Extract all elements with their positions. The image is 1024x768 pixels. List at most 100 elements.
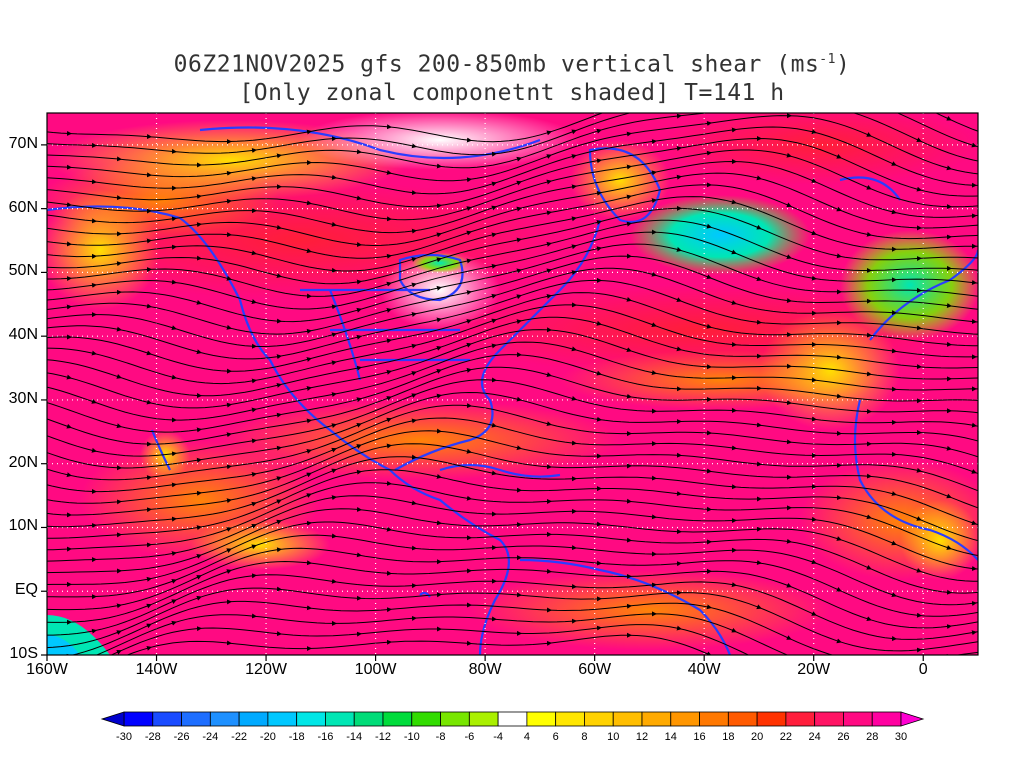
streamline [47,341,978,421]
streamline-arrow [306,357,312,362]
streamline-arrow [626,296,632,302]
colorbar-cell [238,711,269,727]
colorbar-label: 18 [722,731,735,743]
streamline-arrow [516,156,522,162]
streamline-arrow [436,393,442,399]
streamline-arrow [971,520,977,526]
streamline-arrow [226,548,232,553]
streamline-arrow [466,367,472,373]
streamline-arrow [866,514,872,520]
streamline-arrow [546,130,552,136]
streamline [47,430,978,504]
streamline-arrow [571,216,577,222]
streamline-arrow [756,175,762,181]
streamline-arrow [226,324,232,330]
streamline-arrow [836,638,842,644]
colorbar-cell [814,711,844,727]
lat-label: 40N [8,326,38,344]
colorbar-cell [325,711,355,727]
colorbar-cell [267,711,298,727]
streamline-arrow [331,392,337,398]
streamline-arrow [916,137,922,142]
streamline-arrow [491,293,497,299]
streamline-arrow [891,592,897,597]
streamline-arrow [171,325,177,331]
streamline-arrow [516,268,522,274]
colorbar-label: 8 [581,731,588,743]
streamline-arrow [436,257,442,263]
streamline-arrow [546,268,552,274]
streamline-arrow [786,152,792,158]
streamline-arrow [116,630,122,635]
streamline-arrow [466,206,472,212]
streamline-arrow [226,432,232,438]
streamline-arrow [731,582,737,588]
colorbar-label: -18 [288,731,305,743]
streamline-arrow [386,308,392,313]
colorbar-label: -26 [173,731,190,743]
streamline-arrow [116,326,122,332]
streamline [47,219,978,297]
streamline-arrow [866,231,872,237]
streamline-arrow [171,579,177,584]
streamline-arrow [91,628,97,634]
lat-label: 50N [8,262,38,280]
streamline-arrow [356,469,362,475]
streamline-arrow [251,523,257,529]
streamline-arrow [546,179,552,185]
streamline-arrow [916,467,922,473]
title-line-1-close: ) [835,51,851,78]
streamline-arrow [276,445,282,451]
streamline-arrow [516,180,522,186]
streamline-arrow [411,500,417,506]
lon-label: 120W [245,661,287,678]
streamline-arrow [491,343,497,349]
streamline-arrow [411,371,417,376]
colorbar-cell [584,711,614,727]
streamline-arrow [786,254,792,260]
colorbar-cell [555,711,585,727]
lat-label: 10N [8,517,38,535]
streamline-arrow [466,230,472,236]
streamline-arrow [626,131,632,137]
streamline [47,508,978,582]
streamline-arrow [116,603,122,609]
streamline-arrow [386,170,392,175]
streamline [47,495,978,570]
streamline-arrow [276,476,282,482]
streamline-arrow [731,300,737,305]
colorbar-cell [411,711,441,727]
lat-label: 20N [8,453,38,471]
streamline-arrow [171,620,177,626]
streamline-arrow [276,224,282,230]
lon-label: 0 [918,661,928,678]
title-line-1: 06Z21NOV2025 gfs 200-850mb vertical shea… [0,46,1024,79]
streamline-arrow [571,129,577,135]
colorbar-cell [181,711,211,727]
streamline-arrow [356,365,362,371]
streamline-arrow [836,154,842,159]
colorbar-label: -16 [317,731,334,743]
streamline [47,279,978,360]
streamline-arrow [866,564,872,570]
streamline [47,231,978,310]
streamline-arrow [651,170,657,176]
streamline [47,547,978,617]
streamline [47,304,978,385]
streamline-arrow [386,443,392,449]
colorbar-cell [641,711,672,727]
colorbar-cell [756,711,787,727]
streamline-arrow [66,653,72,655]
colorbar-cell [497,711,528,727]
streamline-arrow [196,525,202,531]
streamline-arrow [331,221,337,227]
streamline-arrow [916,186,922,192]
streamline-arrow [276,499,282,505]
streamline-arrow [811,230,817,236]
streamline-arrow [546,241,552,247]
streamline [47,354,978,433]
streamline [47,113,978,156]
streamline-arrow [436,317,442,323]
streamline [47,113,978,169]
